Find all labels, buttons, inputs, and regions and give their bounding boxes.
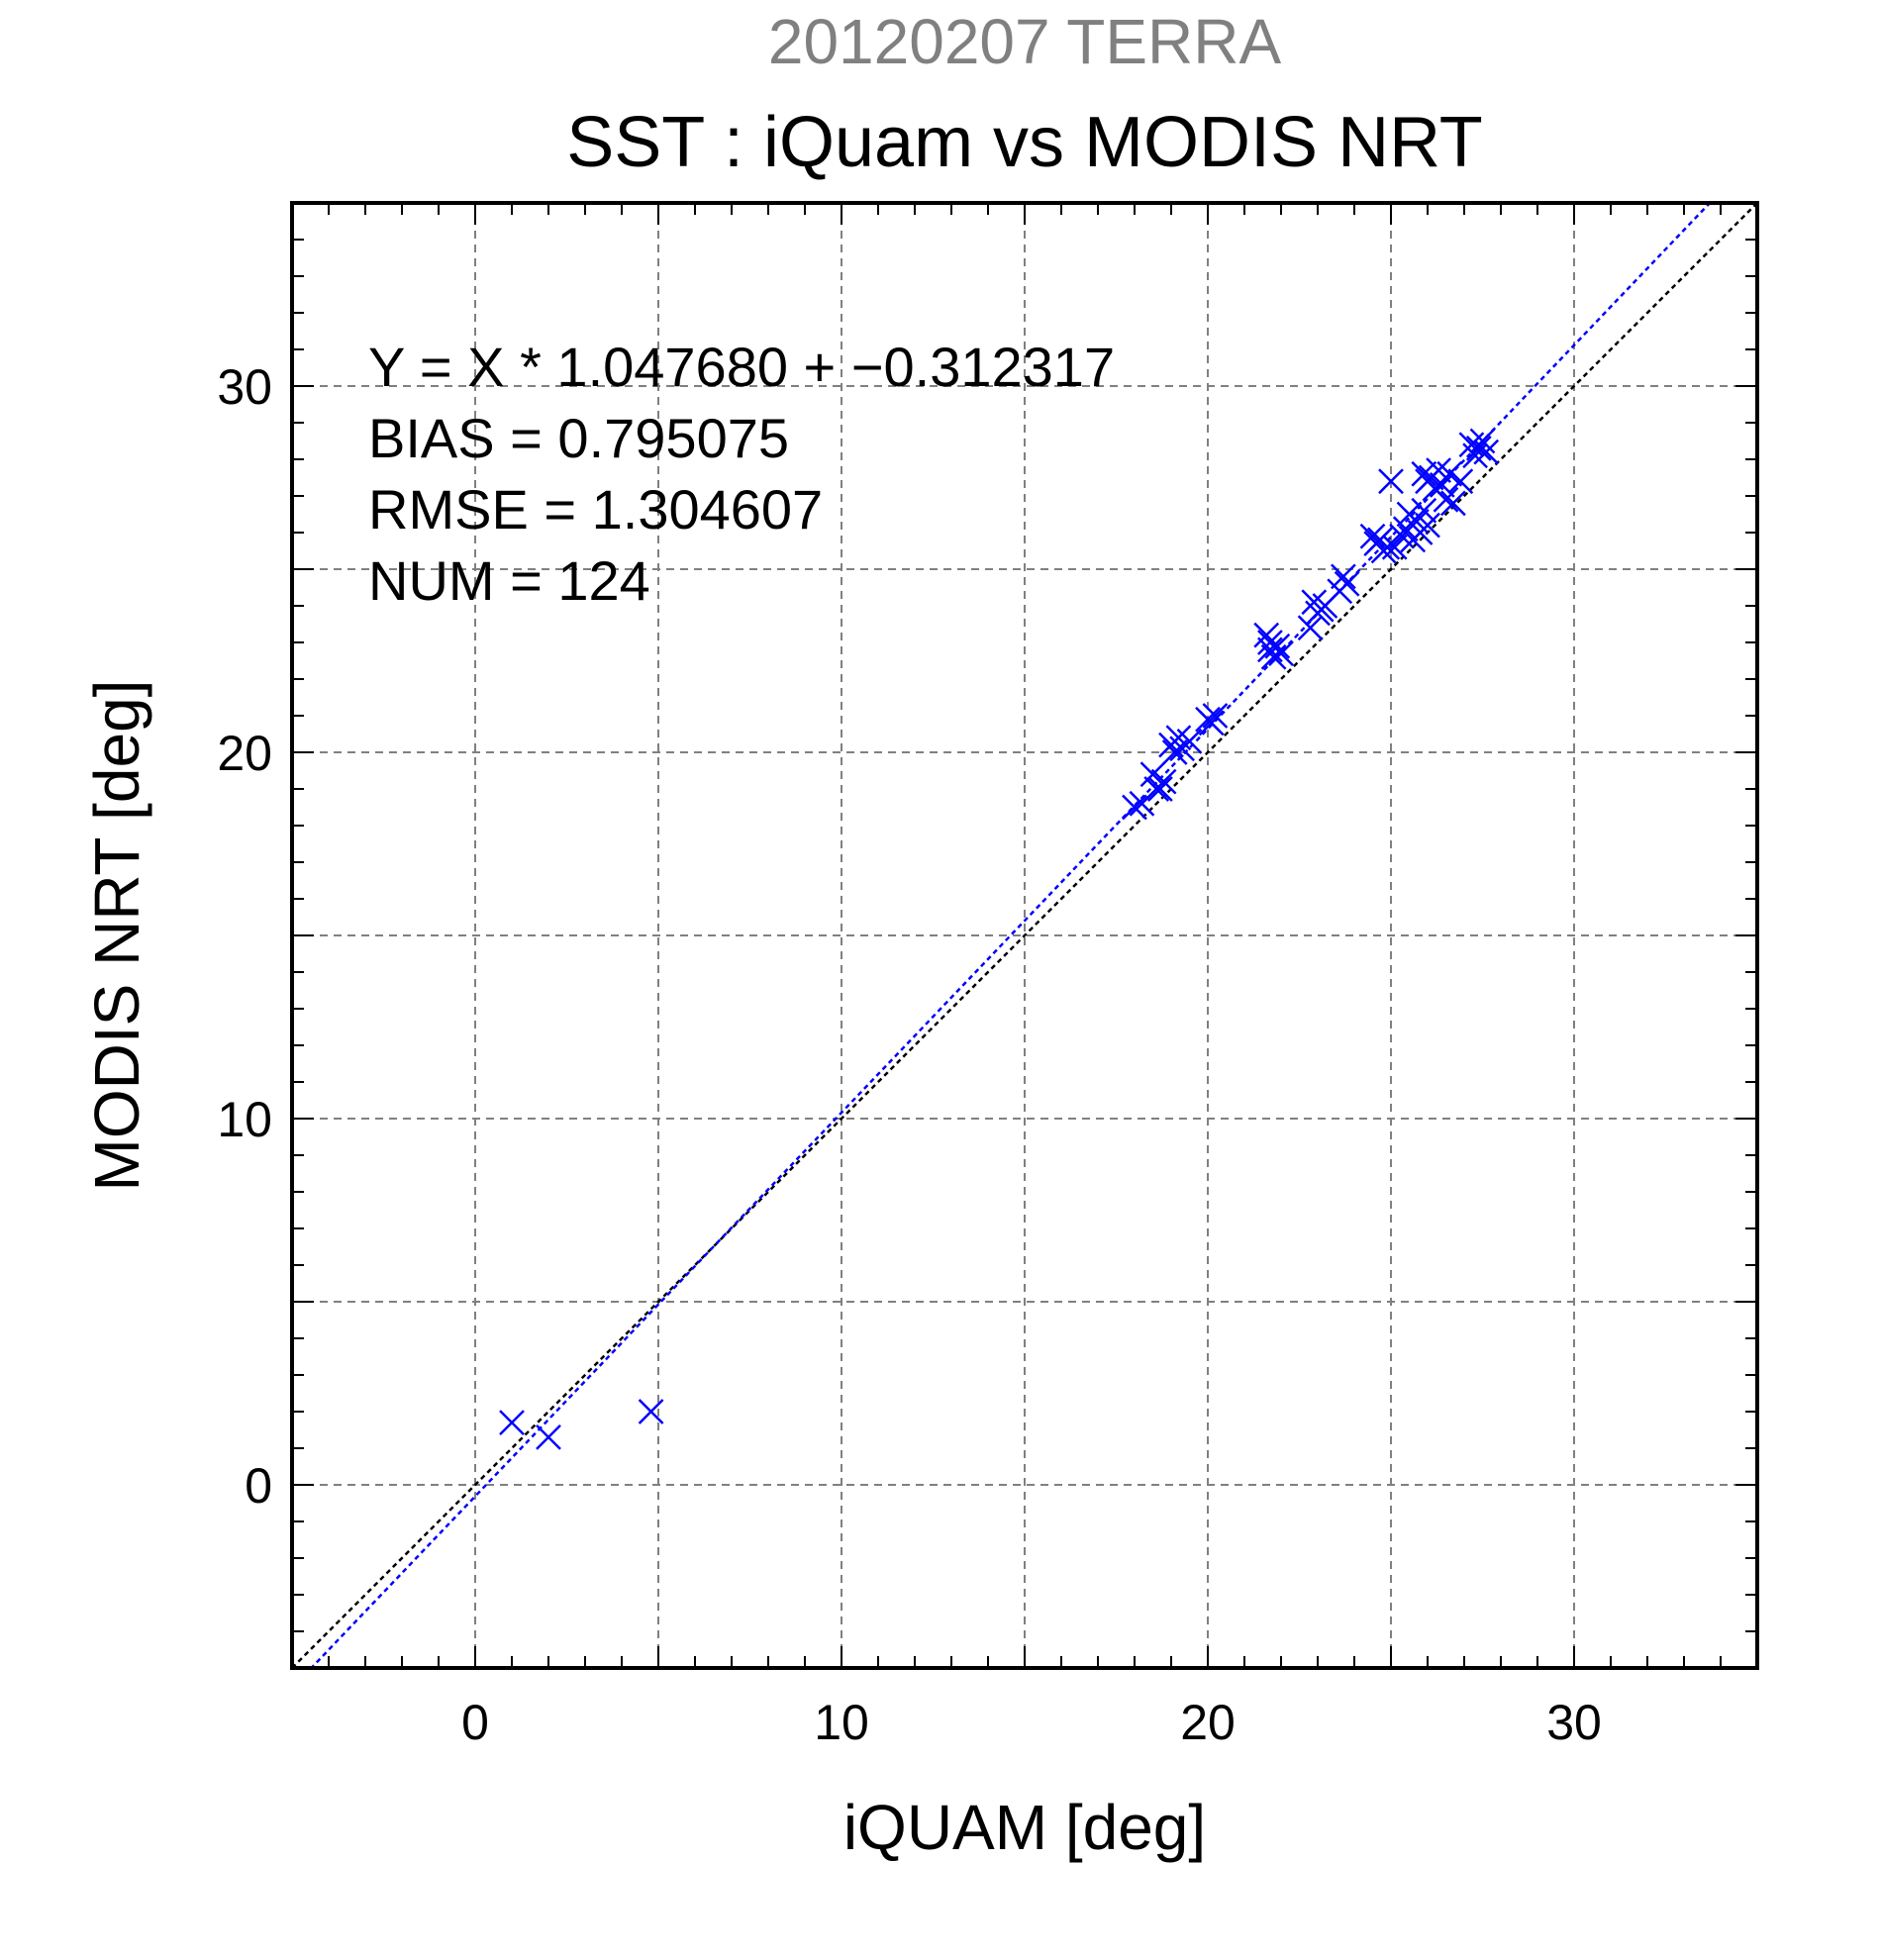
y-tick-label: 10 xyxy=(217,1092,272,1147)
data-point xyxy=(1264,633,1291,659)
x-axis-label: iQUAM [deg] xyxy=(843,1792,1206,1863)
data-point xyxy=(1378,468,1404,495)
data-point xyxy=(1161,739,1188,765)
x-tick-label: 30 xyxy=(1546,1695,1602,1750)
data-point xyxy=(499,1410,525,1435)
fit-line xyxy=(309,203,1712,1668)
x-tick-labels: 0 10 20 30 xyxy=(461,1695,1602,1750)
grid-lines xyxy=(292,203,1757,1668)
stats-line: NUM = 124 xyxy=(368,549,650,612)
data-point xyxy=(1176,729,1203,754)
data-point xyxy=(1411,497,1437,524)
data-point xyxy=(1331,563,1356,590)
data-point xyxy=(638,1399,664,1424)
data-point xyxy=(1150,768,1177,795)
chart-title: SST : iQuam vs MODIS NRT xyxy=(566,103,1483,182)
identity-line xyxy=(292,203,1757,1668)
y-tick-label: 30 xyxy=(217,359,272,415)
data-point xyxy=(536,1424,561,1450)
data-point xyxy=(1473,439,1500,465)
stats-line: BIAS = 0.795075 xyxy=(368,407,789,469)
stats-line: Y = X * 1.047680 + −0.312317 xyxy=(368,336,1115,398)
data-point xyxy=(1198,710,1225,736)
y-tick-label: 0 xyxy=(245,1458,272,1514)
data-point xyxy=(1447,468,1474,495)
reference-lines xyxy=(292,203,1757,1668)
data-point xyxy=(1465,436,1492,461)
data-point xyxy=(1381,534,1408,560)
data-point xyxy=(1334,570,1360,597)
plot-frame xyxy=(290,201,1759,1670)
x-tick-label: 10 xyxy=(814,1695,869,1750)
data-point xyxy=(1297,615,1324,641)
stats-line: RMSE = 1.304607 xyxy=(368,478,823,540)
data-points xyxy=(499,428,1500,1450)
y-tick-labels: 0 10 20 30 xyxy=(217,359,272,1514)
data-point xyxy=(1411,460,1437,487)
x-tick-label: 0 xyxy=(461,1695,489,1750)
y-axis-label: MODIS NRT [deg] xyxy=(81,680,152,1192)
data-point xyxy=(1440,490,1466,517)
data-point xyxy=(1122,794,1147,821)
data-point xyxy=(1433,486,1459,513)
data-point xyxy=(1415,512,1440,539)
data-point xyxy=(1202,703,1229,729)
data-point xyxy=(1359,523,1386,549)
data-point xyxy=(1436,460,1463,487)
chart-supertitle: 20120207 TERRA xyxy=(768,6,1282,77)
data-point xyxy=(1147,776,1173,802)
data-point xyxy=(1268,640,1294,666)
data-point xyxy=(1139,761,1166,788)
stats-annotation: Y = X * 1.047680 + −0.312317 BIAS = 0.795… xyxy=(368,336,1115,612)
x-tick-label: 20 xyxy=(1180,1695,1236,1750)
y-tick-label: 20 xyxy=(217,726,272,781)
